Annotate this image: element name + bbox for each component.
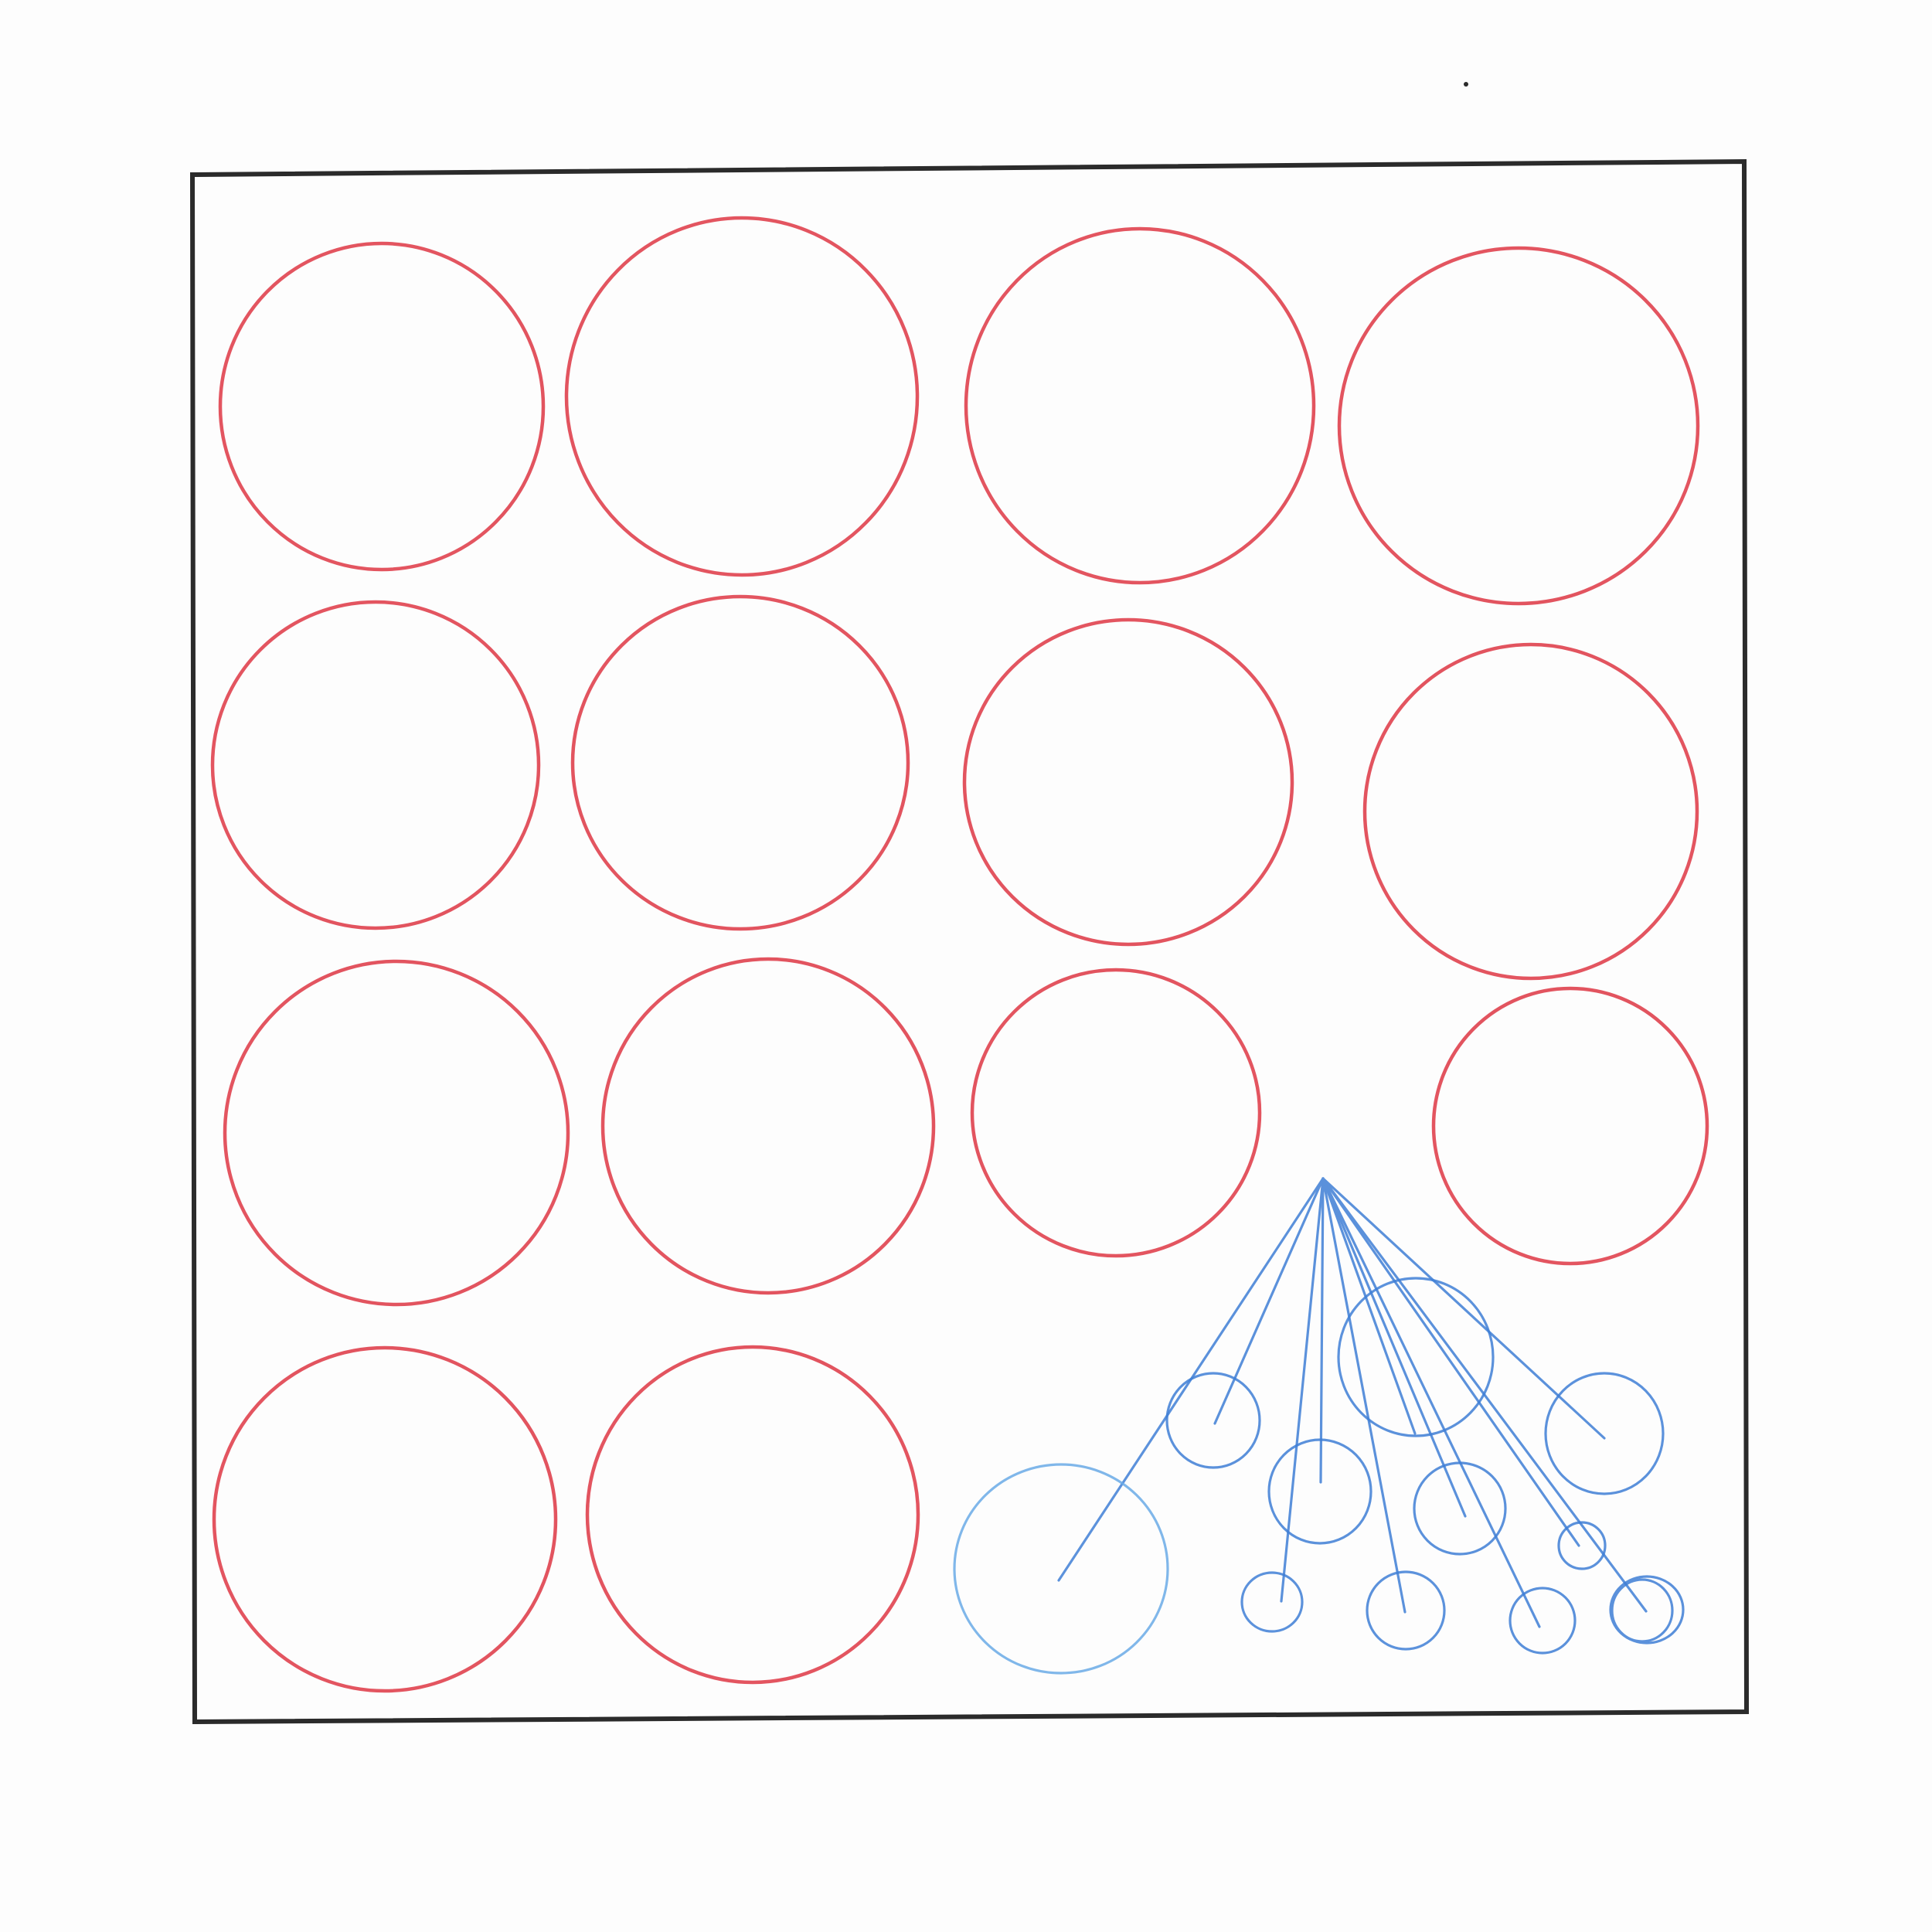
red-circle [962, 617, 1294, 947]
blue-line [1321, 1177, 1541, 1628]
red-circle [1337, 246, 1700, 606]
blue-line [1321, 1177, 1606, 1440]
red-circle [223, 959, 570, 1307]
blue-line [1213, 1177, 1325, 1425]
blue-line [1321, 1177, 1580, 1547]
blue-circle [1544, 1372, 1665, 1495]
red-circle [970, 968, 1262, 1258]
blue-circle [1611, 1578, 1674, 1643]
red-circle [564, 216, 920, 577]
blue-circle [1413, 1461, 1507, 1556]
blue-circle [1337, 1277, 1495, 1437]
blue-circle [1509, 1587, 1577, 1655]
red-circle [570, 594, 910, 931]
red-circle [964, 226, 1316, 585]
blue-line [1319, 1177, 1325, 1484]
blue-circles [953, 1277, 1685, 1675]
blue-line [1321, 1177, 1417, 1435]
square-frame [189, 158, 1750, 1725]
blue-line [1321, 1177, 1406, 1614]
blue-circle [1366, 1570, 1446, 1651]
red-circle [585, 1345, 920, 1685]
red-circle [212, 1345, 558, 1693]
blue-circle [953, 1463, 1169, 1675]
blue-circle [1165, 1372, 1261, 1469]
red-circle [1431, 986, 1709, 1266]
red-circle [600, 957, 936, 1295]
blue-line [1321, 1177, 1467, 1518]
red-circle [210, 600, 541, 930]
blue-circle [1240, 1571, 1304, 1633]
pencil-speck [1464, 82, 1468, 87]
blue-circle [1557, 1521, 1607, 1570]
red-circle [218, 241, 546, 572]
blue-circle [1609, 1575, 1685, 1645]
red-circles [210, 216, 1709, 1693]
blue-circle [1267, 1438, 1372, 1545]
red-circle [1362, 642, 1699, 981]
